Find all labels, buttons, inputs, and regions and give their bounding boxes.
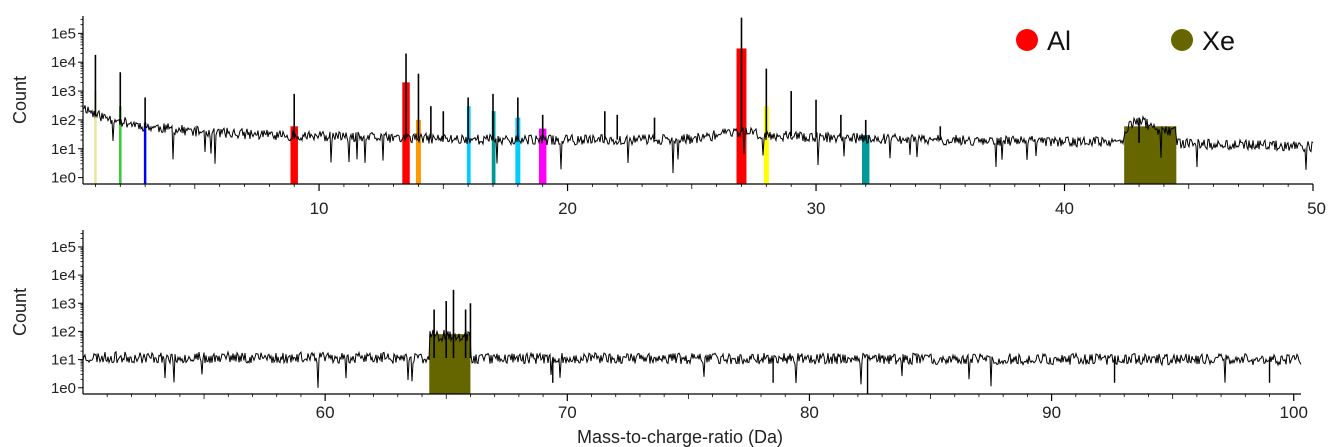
y-axis-title-top: Count xyxy=(10,76,30,124)
element-band-top-5 xyxy=(415,119,421,184)
x-axis-title: Mass-to-charge-ratio (Da) xyxy=(577,427,783,447)
element-band-top-3 xyxy=(290,126,298,184)
y-tick-label-bottom-3: 1e3 xyxy=(51,295,76,312)
y-tick-label-bottom-1: 1e1 xyxy=(51,352,76,369)
x-tick-label-top-3: 40 xyxy=(1055,199,1074,218)
element-band-top-11 xyxy=(763,106,769,184)
x-tick-label-bottom-4: 100 xyxy=(1280,403,1308,422)
y-tick-label-bottom-4: 1e4 xyxy=(51,267,76,284)
x-tick-label-bottom-2: 80 xyxy=(800,403,819,422)
legend-marker-xe xyxy=(1171,29,1193,51)
y-tick-label-bottom-0: 1e0 xyxy=(51,380,76,397)
element-band-top-13 xyxy=(1124,126,1177,184)
bottom-panel: 1e0 1e1 1e2 1e3 1e4 1e5 60 70 80 90 100 Count Mass-t… xyxy=(10,230,1308,447)
element-band-top-0 xyxy=(94,91,97,184)
x-tick-label-bottom-0: 60 xyxy=(316,403,335,422)
y-tick-label-top-5: 1e5 xyxy=(51,25,76,42)
x-tick-label-top-4: 50 xyxy=(1307,199,1326,218)
y-tick-label-top-1: 1e1 xyxy=(51,141,76,158)
legend-label-al: Al xyxy=(1047,26,1071,56)
x-tick-label-top-2: 30 xyxy=(807,199,826,218)
x-tick-label-top-0: 10 xyxy=(310,199,329,218)
legend-marker-al xyxy=(1016,29,1038,51)
spectrum-trace-bottom xyxy=(82,329,1302,388)
element-band-top-1 xyxy=(119,106,122,184)
top-panel: 1e0 1e1 1e2 1e3 1e4 1e5 10 20 30 40 50 Count xyxy=(10,16,1326,218)
element-band-top-6 xyxy=(466,106,471,184)
x-tick-label-bottom-1: 70 xyxy=(558,403,577,422)
element-band-top-12 xyxy=(862,134,870,184)
y-axis-title-bottom: Count xyxy=(10,288,30,336)
x-tick-label-bottom-3: 90 xyxy=(1042,403,1061,422)
legend-label-xe: Xe xyxy=(1202,26,1235,56)
element-band-top-9 xyxy=(538,128,547,184)
legend: Al Xe xyxy=(1016,26,1235,56)
element-band-top-2 xyxy=(143,122,147,184)
element-band-top-7 xyxy=(491,111,496,184)
element-band-bottom-0 xyxy=(429,334,471,394)
spectrum-trace-top xyxy=(82,105,1314,174)
element-band-top-8 xyxy=(515,117,521,184)
y-tick-label-bottom-2: 1e2 xyxy=(51,323,76,340)
y-tick-label-top-0: 1e0 xyxy=(51,170,76,187)
y-tick-label-top-4: 1e4 xyxy=(51,54,76,71)
y-tick-label-top-2: 1e2 xyxy=(51,112,76,129)
y-tick-label-top-3: 1e3 xyxy=(51,83,76,100)
y-tick-label-bottom-5: 1e5 xyxy=(51,239,76,256)
x-tick-label-top-1: 20 xyxy=(558,199,577,218)
